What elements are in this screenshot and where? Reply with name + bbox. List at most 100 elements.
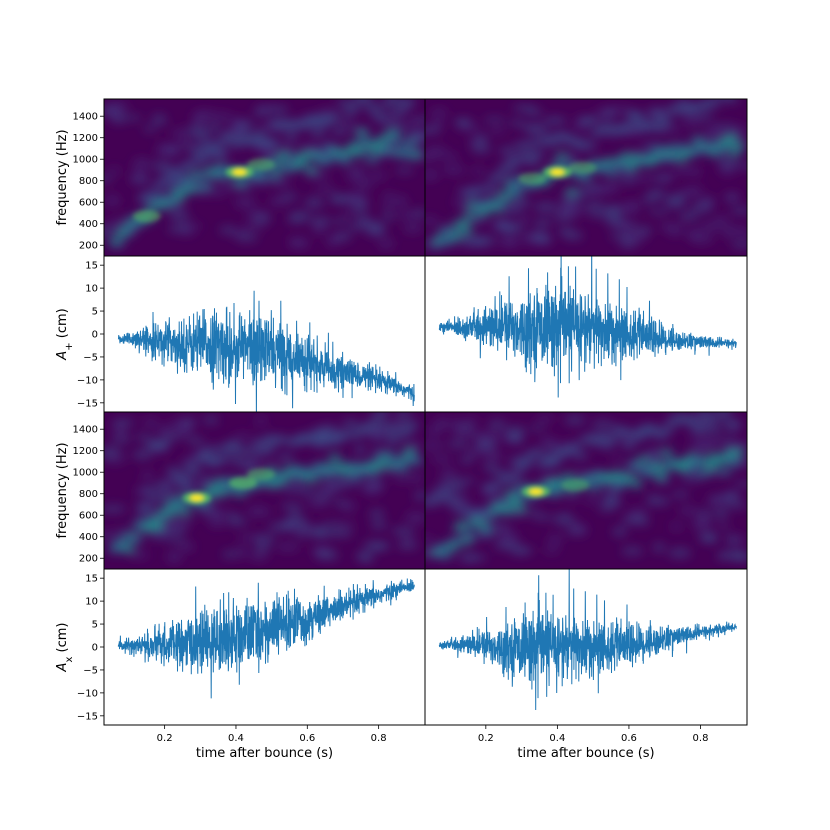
spectrogram-ridge — [622, 474, 637, 483]
spectrogram-speckle — [376, 541, 390, 550]
spectrogram-speckle — [517, 214, 531, 224]
spectrogram-speckle — [308, 215, 332, 227]
spectrogram-ridge — [128, 535, 143, 544]
spectrogram-speckle — [706, 497, 729, 506]
spectrogram-harmonic — [502, 162, 519, 171]
spectrogram-ridge — [493, 199, 508, 208]
spectrogram-speckle — [553, 516, 577, 526]
spectrogram-ridge — [409, 151, 424, 160]
spectrogram-speckle — [245, 212, 267, 219]
spectrogram-speckle — [703, 128, 726, 140]
spectrogram-harmonic — [170, 172, 187, 181]
y-tick-label: 1400 — [73, 425, 98, 436]
spectrogram-ridge — [192, 173, 207, 182]
spectrogram-speckle — [269, 195, 288, 207]
spectrogram-speckle — [363, 540, 383, 551]
spectrogram-harmonic — [572, 451, 589, 460]
spectrogram-speckle — [140, 471, 154, 480]
spectrogram-speckle — [425, 440, 445, 451]
spectrogram-panel — [425, 412, 747, 569]
spectrogram-speckle — [157, 142, 179, 153]
spectrogram-harmonic — [722, 419, 739, 428]
spectrogram-speckle — [289, 210, 312, 219]
spectrogram-speckle — [104, 225, 118, 237]
spectrogram-speckle — [654, 496, 670, 506]
spectrogram-speckle — [572, 125, 587, 132]
spectrogram-ridge — [605, 169, 620, 178]
spectrogram-speckle — [723, 434, 736, 441]
spectrogram-speckle — [725, 502, 747, 509]
spectrogram-speckle — [542, 116, 563, 124]
spectrogram-speckle — [342, 210, 357, 217]
spectrogram-speckle — [648, 208, 670, 215]
spectrogram-speckle — [406, 117, 423, 126]
spectrogram-speckle — [425, 216, 439, 225]
spectrogram-harmonic — [374, 412, 391, 417]
spectrogram-speckle — [367, 171, 388, 180]
spectrogram-speckle — [396, 542, 419, 550]
spectrogram-speckle — [483, 116, 506, 124]
spectrogram-speckle — [634, 516, 650, 526]
spectrogram-speckle — [129, 551, 150, 559]
spectrogram-speckle — [166, 225, 189, 234]
spectrogram-harmonic — [529, 448, 546, 457]
spectrogram-speckle — [619, 236, 634, 243]
spectrogram-speckle — [479, 430, 503, 442]
spectrogram-ridge — [697, 469, 712, 478]
spectrogram-harmonic — [718, 412, 733, 415]
spectrogram-speckle — [503, 425, 527, 436]
spectrogram-speckle — [470, 168, 487, 175]
spectrogram-speckle — [370, 520, 387, 530]
spectrogram-panel — [104, 412, 425, 569]
spectrogram-harmonic — [620, 120, 637, 129]
spectrogram-speckle — [697, 198, 715, 208]
waveform-line — [438, 256, 737, 398]
spectrogram-speckle — [276, 542, 300, 552]
spectrogram-speckle — [362, 481, 383, 493]
spectrogram-speckle — [737, 226, 747, 238]
spectrogram-speckle — [254, 417, 268, 426]
spectrogram-harmonic — [599, 441, 616, 450]
spectrogram-speckle — [348, 222, 367, 231]
spectrogram-speckle — [381, 203, 395, 212]
spectrogram-harmonic — [508, 473, 525, 482]
spectrogram-harmonic — [213, 456, 230, 465]
spectrogram-speckle — [527, 231, 546, 238]
spectrogram-speckle — [133, 433, 154, 441]
spectrogram-speckle — [207, 122, 222, 133]
y-tick-label: 0 — [92, 643, 98, 654]
spectrogram-ridge — [513, 505, 528, 514]
spectrogram-speckle — [726, 195, 739, 202]
spectrogram-speckle — [287, 509, 302, 516]
spectrogram-speckle — [734, 480, 747, 487]
spectrogram-ridge — [233, 489, 248, 498]
spectrogram-hotspot-halo — [518, 172, 547, 185]
spectrogram-speckle — [304, 196, 325, 209]
y-tick-label: 1200 — [73, 446, 98, 457]
spectrogram-ridge — [578, 174, 593, 183]
spectrogram-speckle — [509, 197, 531, 209]
y-tick-label: −10 — [77, 375, 98, 386]
spectrogram-speckle — [353, 444, 367, 456]
spectrogram-harmonic — [160, 176, 177, 185]
spectrogram-harmonic — [545, 138, 562, 147]
y-axis-label: Ax (cm) — [55, 623, 75, 673]
spectrogram-harmonic — [722, 99, 739, 104]
spectrogram-speckle — [429, 108, 448, 117]
spectrogram-ridge — [666, 142, 681, 151]
spectrogram-speckle — [142, 418, 159, 428]
spectrogram-speckle — [177, 542, 195, 552]
spectrogram-hotspot-halo — [132, 210, 161, 223]
y-tick-label: 400 — [79, 219, 98, 230]
spectrogram-ridge — [178, 506, 193, 515]
spectrogram-speckle — [482, 450, 503, 463]
y-tick-label: 400 — [79, 532, 98, 543]
spectrogram-speckle — [413, 490, 425, 501]
spectrogram-ridge — [442, 237, 457, 246]
spectrogram-harmonic — [604, 434, 621, 443]
spectrogram-speckle — [404, 512, 425, 524]
spectrogram-harmonic — [326, 114, 343, 123]
waveform-line — [438, 569, 737, 711]
spectrogram-speckle — [598, 504, 617, 513]
